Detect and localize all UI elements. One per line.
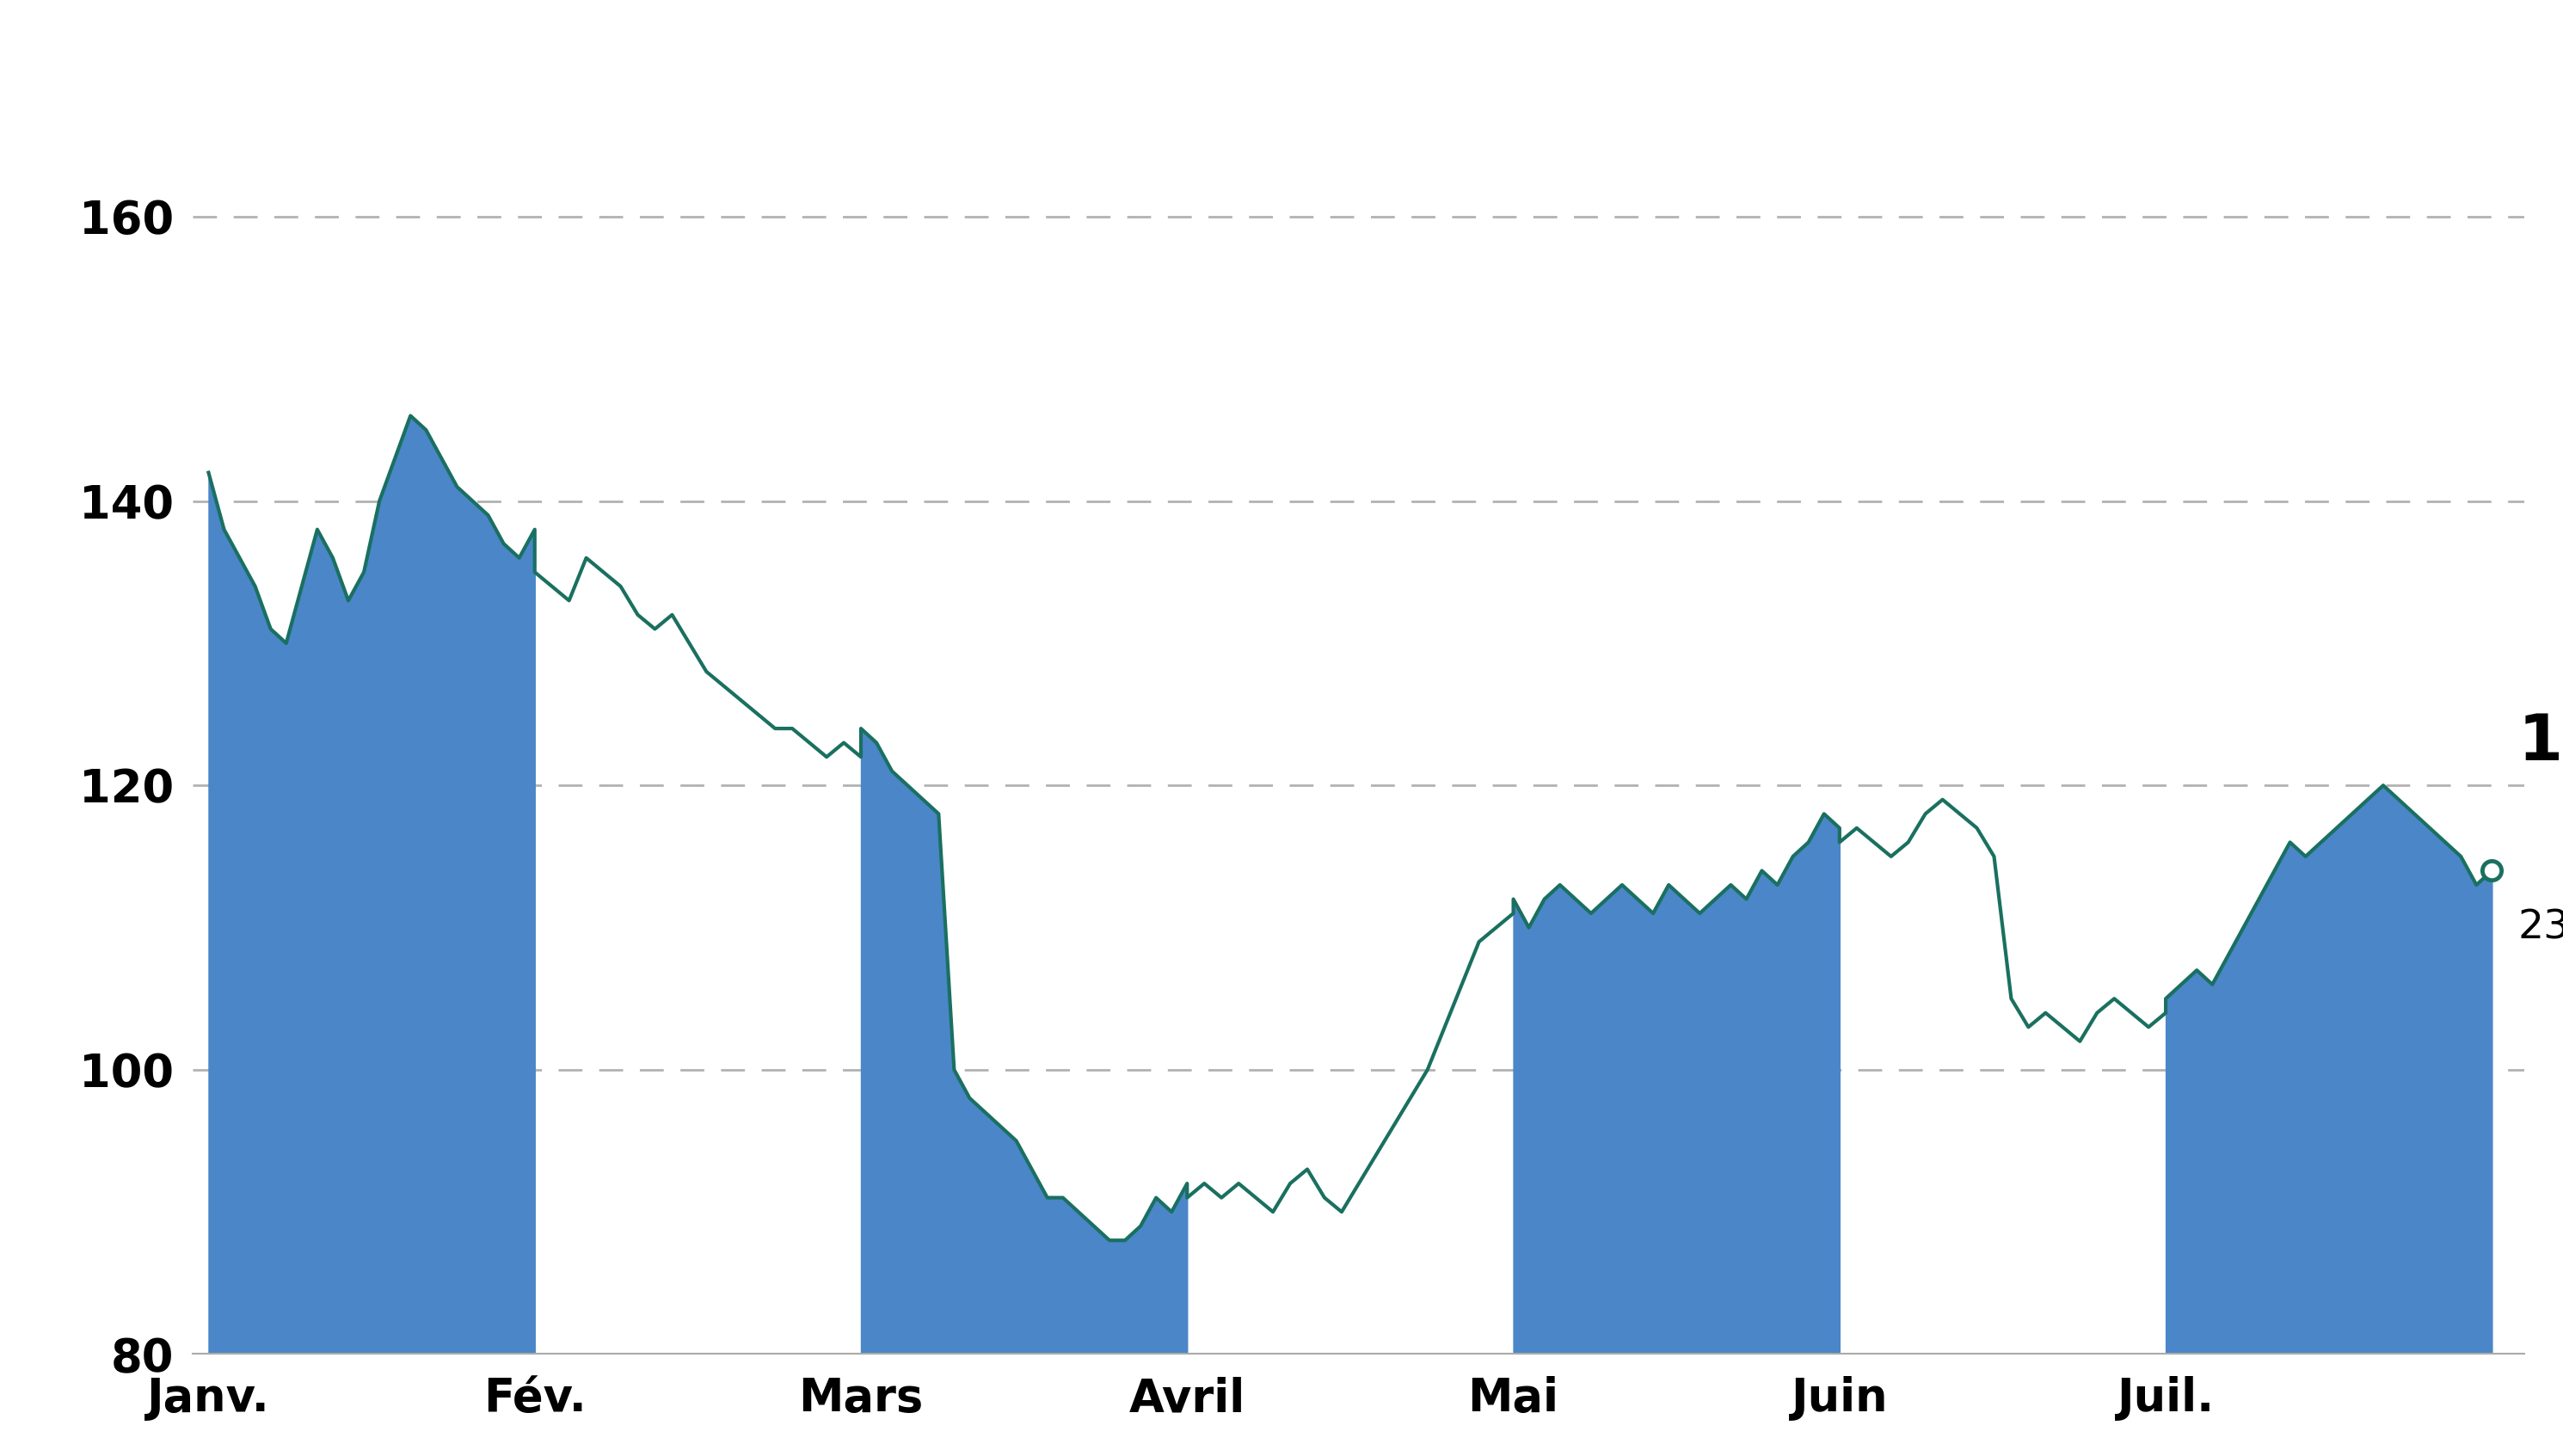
Text: SOITEC: SOITEC: [1112, 20, 1451, 99]
Text: 114,40: 114,40: [2517, 712, 2563, 775]
Text: 23/07: 23/07: [2517, 909, 2563, 946]
